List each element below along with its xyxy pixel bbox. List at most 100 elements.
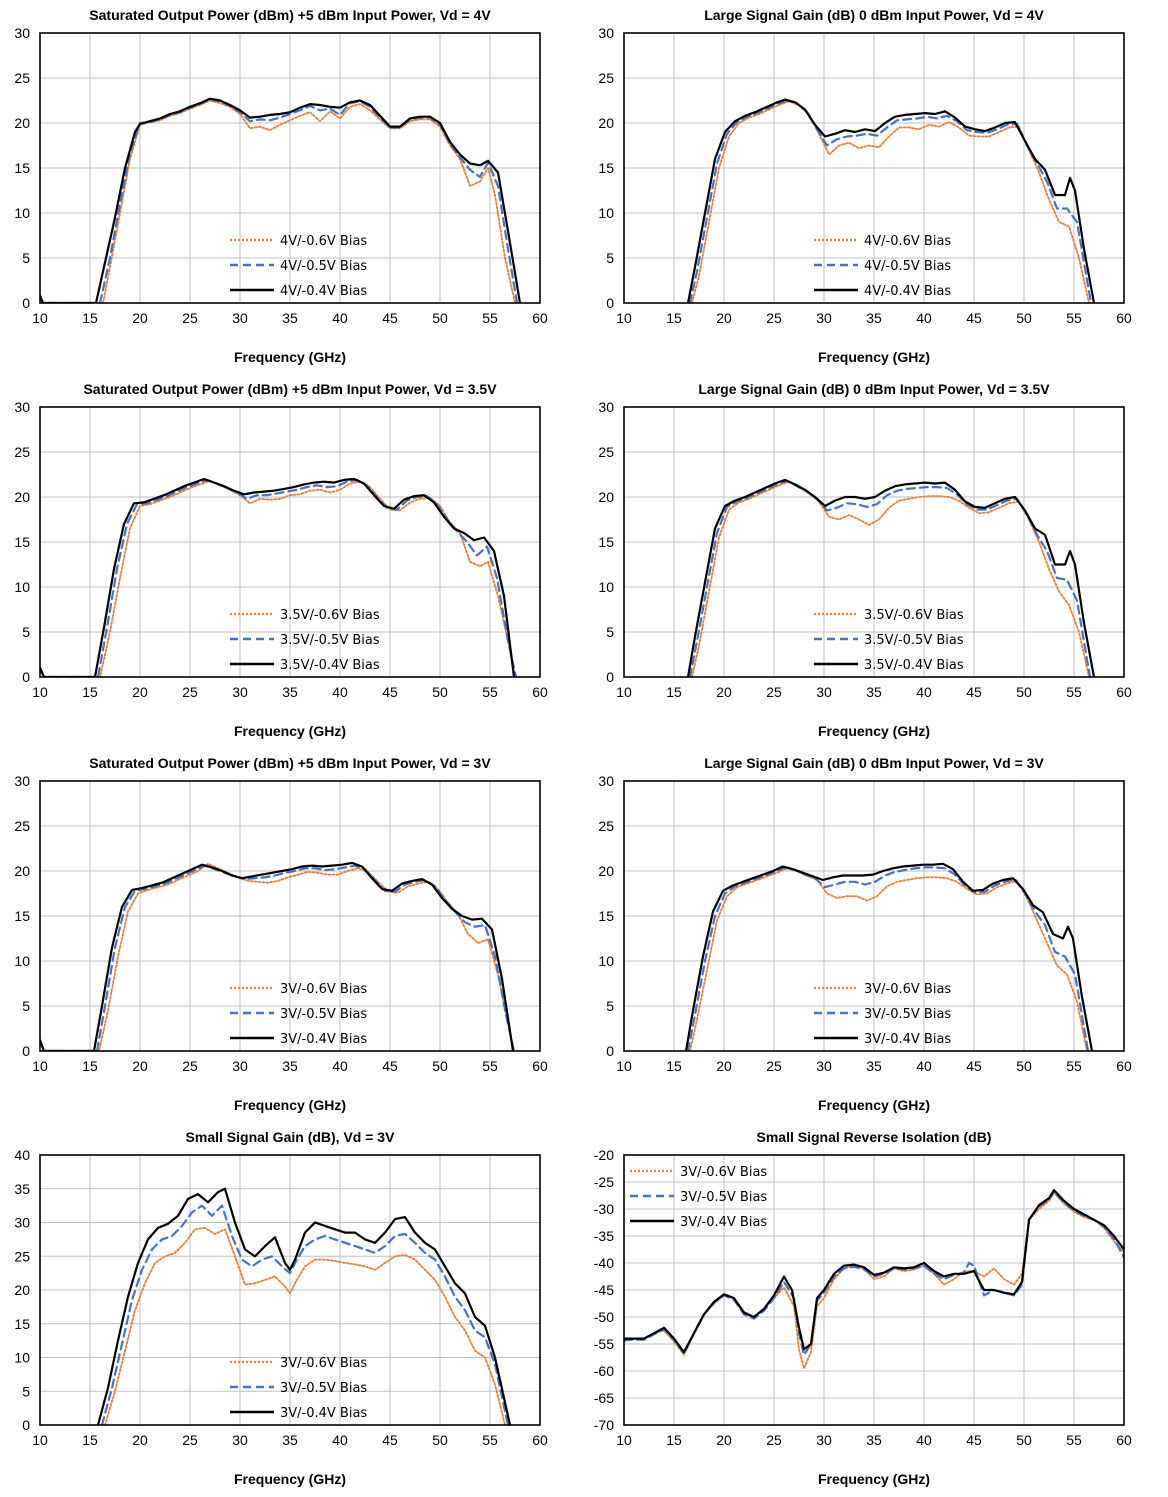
y-tick-label: 0 — [22, 1043, 30, 1059]
chart-sat-power-3-5v: Saturated Output Power (dBm) +5 dBm Inpu… — [0, 374, 584, 748]
plot-border — [623, 780, 1125, 1052]
y-tick-labels: 0 5 10 15 20 25 30 — [14, 25, 30, 311]
x-tick-label: 10 — [32, 684, 48, 700]
legend: 3.5V/-0.6V Bias 3.5V/-0.5V Bias 3.5V/-0.4V… — [814, 608, 964, 673]
x-tick-label: 45 — [382, 1432, 398, 1448]
series-line-dashed — [100, 1204, 510, 1425]
y-tick-label: 30 — [598, 25, 614, 41]
x-tick-labels: 10 15 20 25 30 35 40 45 50 55 60 — [32, 1432, 548, 1448]
x-tick-label: 20 — [716, 310, 732, 326]
x-tick-label: 35 — [282, 1432, 298, 1448]
x-tick-label: 60 — [1116, 1432, 1132, 1448]
y-tick-label: 0 — [22, 669, 30, 685]
x-tick-label: 40 — [916, 310, 932, 326]
legend-label: 3V/-0.5V Bias — [680, 1190, 767, 1205]
x-tick-label: 55 — [1066, 1058, 1082, 1074]
legend: 3V/-0.6V Bias 3V/-0.5V Bias 3V/-0.4V Bias — [814, 982, 951, 1047]
y-tick-label: 10 — [14, 1350, 30, 1366]
x-tick-label: 35 — [282, 684, 298, 700]
x-tick-label: 50 — [1016, 1058, 1032, 1074]
y-tick-label: -60 — [594, 1363, 614, 1379]
y-tick-label: 10 — [14, 579, 30, 595]
series-line-dashed — [40, 98, 519, 303]
x-tick-label: 15 — [82, 1058, 98, 1074]
y-tick-label: -70 — [594, 1417, 614, 1433]
y-tick-label: 25 — [598, 444, 614, 460]
x-tick-labels: 10 15 20 25 30 35 40 45 50 55 60 — [616, 684, 1132, 700]
chart-ss-gain-3v: Small Signal Gain (dB), Vd = 3V 10 15 20 25 3… — [0, 1122, 584, 1496]
y-tick-label: 30 — [14, 1215, 30, 1231]
series-line-solid — [686, 478, 1096, 677]
chart-ls-gain-3v: Large Signal Gain (dB) 0 dBm Input Power… — [584, 748, 1168, 1122]
chart-svg: Saturated Output Power (dBm) +5 dBm Inpu… — [14, 7, 548, 365]
legend-label: 3V/-0.4V Bias — [864, 1032, 951, 1047]
legend: 3.5V/-0.6V Bias 3.5V/-0.5V Bias 3.5V/-0.4V… — [230, 608, 380, 673]
legend-label: 4V/-0.5V Bias — [864, 259, 951, 274]
x-axis-label: Frequency (GHz) — [818, 1471, 930, 1487]
legend: 4V/-0.6V Bias 4V/-0.5V Bias 4V/-0.4V Bias — [814, 234, 951, 299]
x-tick-label: 30 — [232, 1432, 248, 1448]
y-tick-label: -35 — [594, 1228, 614, 1244]
y-tick-label: 25 — [14, 818, 30, 834]
y-tick-label: 30 — [14, 25, 30, 41]
y-tick-label: 10 — [14, 205, 30, 221]
x-tick-label: 10 — [32, 1432, 48, 1448]
chart-title: Large Signal Gain (dB) 0 dBm Input Power… — [704, 755, 1044, 771]
series-line-dotted — [40, 862, 515, 1051]
series-line-solid — [686, 98, 1096, 303]
x-tick-label: 45 — [382, 1058, 398, 1074]
x-tick-label: 15 — [666, 310, 682, 326]
y-tick-label: 20 — [14, 115, 30, 131]
x-tick-label: 55 — [482, 310, 498, 326]
x-tick-label: 60 — [532, 1058, 548, 1074]
y-tick-label: 15 — [14, 160, 30, 176]
x-tick-label: 50 — [432, 310, 448, 326]
x-tick-label: 25 — [766, 310, 782, 326]
y-tick-label: -65 — [594, 1390, 614, 1406]
legend-label: 3.5V/-0.6V Bias — [864, 608, 964, 623]
x-tick-label: 60 — [1116, 1058, 1132, 1074]
x-tick-label: 30 — [816, 1058, 832, 1074]
x-axis-label: Frequency (GHz) — [818, 1097, 930, 1113]
legend-label: 3V/-0.5V Bias — [280, 1007, 367, 1022]
y-tick-label: -25 — [594, 1174, 614, 1190]
x-axis-label: Frequency (GHz) — [234, 349, 346, 365]
chart-svg: Small Signal Gain (dB), Vd = 3V 10 15 20 25 3… — [14, 1129, 548, 1487]
legend-label: 3.5V/-0.6V Bias — [280, 608, 380, 623]
x-tick-label: 25 — [182, 1058, 198, 1074]
x-tick-label: 20 — [132, 684, 148, 700]
y-tick-label: 0 — [606, 1043, 614, 1059]
x-tick-label: 60 — [532, 684, 548, 700]
x-tick-label: 40 — [916, 1058, 932, 1074]
x-axis-label: Frequency (GHz) — [234, 1471, 346, 1487]
legend-label: 3.5V/-0.4V Bias — [864, 658, 964, 673]
x-tick-label: 50 — [432, 684, 448, 700]
legend-label: 3V/-0.5V Bias — [280, 1381, 367, 1396]
x-tick-label: 60 — [1116, 310, 1132, 326]
y-tick-label: 20 — [598, 115, 614, 131]
chart-title: Small Signal Reverse Isolation (dB) — [757, 1129, 992, 1145]
y-tick-label: 10 — [598, 579, 614, 595]
y-tick-labels: -70 -65 -60 -55 -50 -45 -40 -35 -30 -25 -20 — [594, 1147, 614, 1433]
x-tick-label: 10 — [616, 684, 632, 700]
x-axis-label: Frequency (GHz) — [234, 1097, 346, 1113]
y-tick-label: 40 — [14, 1147, 30, 1163]
plot-area — [96, 1187, 512, 1425]
x-tick-label: 55 — [1066, 310, 1082, 326]
x-axis-label: Frequency (GHz) — [818, 723, 930, 739]
y-tick-labels: 0 5 10 15 20 25 30 35 40 — [14, 1147, 30, 1433]
x-tick-label: 35 — [282, 1058, 298, 1074]
chart-ls-gain-4v: Large Signal Gain (dB) 0 dBm Input Power… — [584, 0, 1168, 374]
x-tick-label: 15 — [82, 1432, 98, 1448]
x-tick-label: 50 — [1016, 684, 1032, 700]
plot-border — [623, 1154, 1125, 1426]
x-tick-label: 30 — [816, 1432, 832, 1448]
x-tick-label: 20 — [132, 310, 148, 326]
legend-label: 3V/-0.6V Bias — [864, 982, 951, 997]
x-tick-labels: 10 15 20 25 30 35 40 45 50 55 60 — [32, 1058, 548, 1074]
x-tick-label: 50 — [1016, 1432, 1032, 1448]
x-tick-label: 55 — [482, 1058, 498, 1074]
y-tick-label: 5 — [22, 624, 30, 640]
x-tick-label: 45 — [966, 1432, 982, 1448]
x-tick-label: 45 — [382, 684, 398, 700]
